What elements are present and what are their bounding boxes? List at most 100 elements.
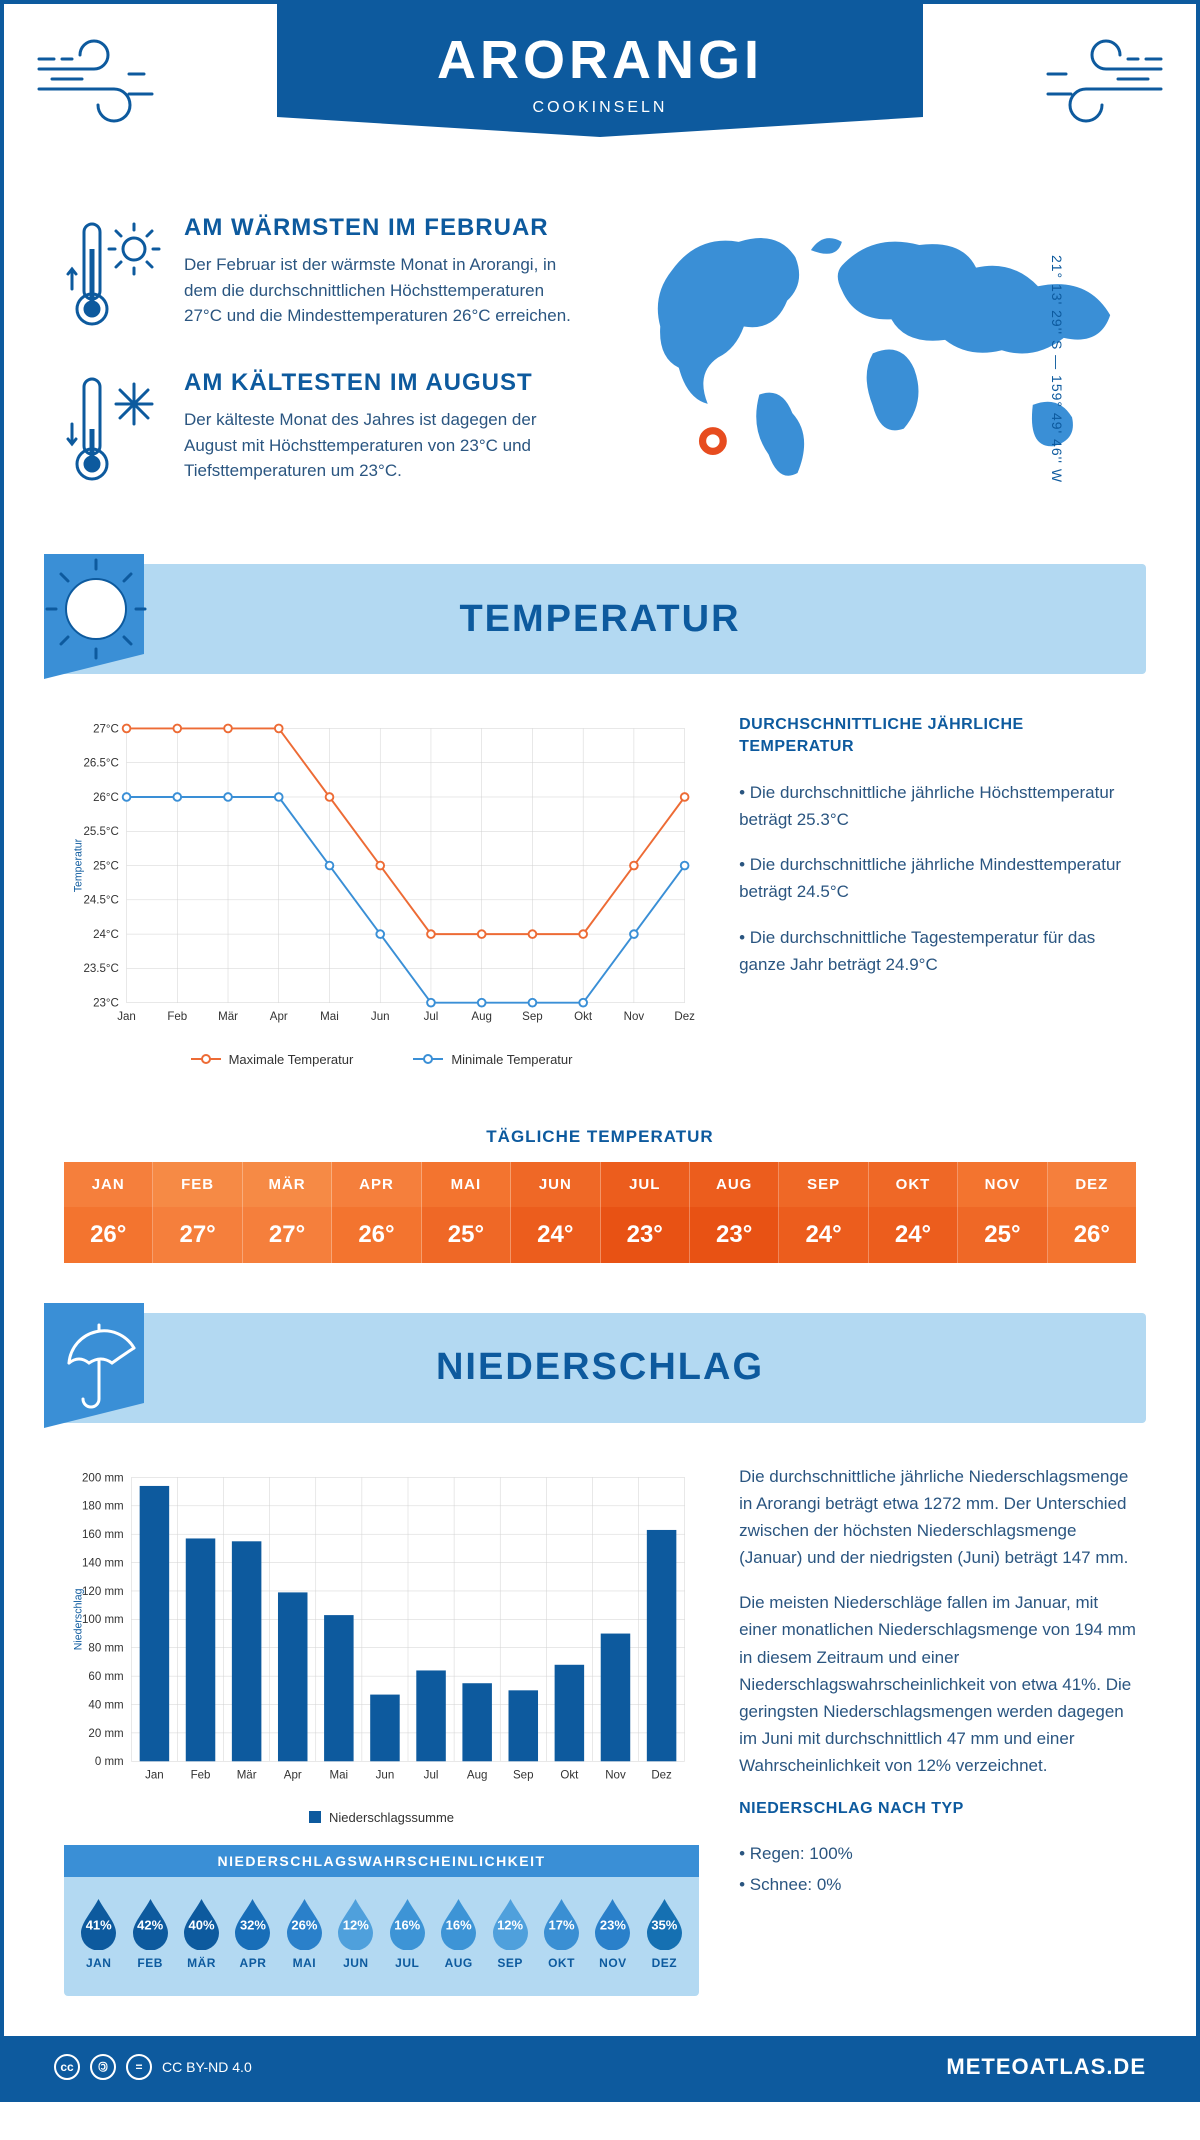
svg-text:26°C: 26°C	[93, 792, 119, 804]
raindrop-icon: 35%	[642, 1895, 687, 1950]
temp-month-cell: SEP	[779, 1162, 868, 1207]
svg-text:120 mm: 120 mm	[82, 1585, 124, 1597]
prob-item: 17% OKT	[537, 1895, 586, 1970]
svg-text:Mär: Mär	[218, 1011, 238, 1023]
temp-stats-title: DURCHSCHNITTLICHE JÄHRLICHE TEMPERATUR	[739, 714, 1136, 759]
prob-item: 16% AUG	[434, 1895, 483, 1970]
svg-text:0 mm: 0 mm	[95, 1756, 124, 1768]
temp-value-cell: 24°	[779, 1207, 868, 1263]
sun-icon	[44, 554, 154, 684]
footer: cc 🄯 = CC BY-ND 4.0 METEOATLAS.DE	[4, 2036, 1196, 2098]
prob-item: 26% MAI	[280, 1895, 329, 1970]
header: ARORANGI COOKINSELN	[4, 4, 1196, 184]
svg-text:Apr: Apr	[284, 1769, 302, 1781]
svg-text:Jul: Jul	[424, 1011, 439, 1023]
raindrop-icon: 40%	[179, 1895, 224, 1950]
temp-month-cell: MAI	[422, 1162, 511, 1207]
daily-temp-table: JANFEBMÄRAPRMAIJUNJULAUGSEPOKTNOVDEZ 26°…	[64, 1162, 1136, 1263]
daily-temp-title: TÄGLICHE TEMPERATUR	[4, 1127, 1196, 1147]
svg-text:60 mm: 60 mm	[88, 1671, 123, 1683]
precip-type-1: • Schnee: 0%	[739, 1871, 1136, 1898]
svg-text:100 mm: 100 mm	[82, 1614, 124, 1626]
svg-text:Mai: Mai	[320, 1011, 339, 1023]
svg-text:200 mm: 200 mm	[82, 1472, 124, 1484]
coldest-block: AM KÄLTESTEN IM AUGUST Der kälteste Mona…	[64, 369, 580, 494]
precip-stats: Die durchschnittliche jährliche Niedersc…	[739, 1463, 1136, 1996]
svg-text:Mär: Mär	[237, 1769, 257, 1781]
precipitation-bar-chart: 0 mm20 mm40 mm60 mm80 mm100 mm120 mm140 …	[64, 1463, 699, 1790]
temp-month-cell: OKT	[869, 1162, 958, 1207]
svg-text:Feb: Feb	[167, 1011, 187, 1023]
temp-header-row: JANFEBMÄRAPRMAIJUNJULAUGSEPOKTNOVDEZ	[64, 1162, 1136, 1207]
temp-value-cell: 23°	[690, 1207, 779, 1263]
temp-value-row: 26°27°27°26°25°24°23°23°24°24°25°26°	[64, 1207, 1136, 1263]
raindrop-icon: 23%	[590, 1895, 635, 1950]
temp-stat-0: • Die durchschnittliche jährliche Höchst…	[739, 779, 1136, 833]
svg-text:Feb: Feb	[191, 1769, 211, 1781]
prob-item: 42% FEB	[125, 1895, 174, 1970]
footer-license: cc 🄯 = CC BY-ND 4.0	[54, 2054, 252, 2080]
prob-row: 41% JAN 42% FEB 40% MÄR 32% APR	[64, 1877, 699, 1978]
by-icon: 🄯	[90, 2054, 116, 2080]
svg-text:140 mm: 140 mm	[82, 1557, 124, 1569]
temp-value-cell: 25°	[958, 1207, 1047, 1263]
temp-value-cell: 27°	[153, 1207, 242, 1263]
svg-text:Aug: Aug	[471, 1011, 492, 1023]
svg-text:Jul: Jul	[424, 1769, 439, 1781]
thermometer-hot-icon	[64, 214, 164, 339]
prob-title: NIEDERSCHLAGSWAHRSCHEINLICHKEIT	[64, 1845, 699, 1877]
svg-text:Okt: Okt	[560, 1769, 579, 1781]
temp-value-cell: 25°	[422, 1207, 511, 1263]
svg-text:Mai: Mai	[330, 1769, 349, 1781]
temp-month-cell: APR	[332, 1162, 421, 1207]
temp-month-cell: JUN	[511, 1162, 600, 1207]
svg-text:Jan: Jan	[145, 1769, 164, 1781]
svg-text:Dez: Dez	[651, 1769, 672, 1781]
prob-item: 12% SEP	[485, 1895, 534, 1970]
info-section: AM WÄRMSTEN IM FEBRUAR Der Februar ist d…	[4, 184, 1196, 564]
svg-text:Okt: Okt	[574, 1011, 593, 1023]
svg-text:Jan: Jan	[117, 1011, 136, 1023]
temp-chart-area: 23°C23.5°C24°C24.5°C25°C25.5°C26°C26.5°C…	[4, 674, 1196, 1107]
page: ARORANGI COOKINSELN	[0, 0, 1200, 2102]
raindrop-icon: 12%	[333, 1895, 378, 1950]
temp-section-header: TEMPERATUR	[54, 564, 1146, 674]
svg-text:24°C: 24°C	[93, 929, 119, 941]
svg-text:27°C: 27°C	[93, 723, 119, 735]
temp-stats: DURCHSCHNITTLICHE JÄHRLICHE TEMPERATUR •…	[739, 714, 1136, 1067]
temp-month-cell: MÄR	[243, 1162, 332, 1207]
temp-month-cell: AUG	[690, 1162, 779, 1207]
legend-precip: Niederschlagssumme	[309, 1810, 454, 1825]
precip-text-2: Die meisten Niederschläge fallen im Janu…	[739, 1589, 1136, 1779]
prob-item: 16% JUL	[383, 1895, 432, 1970]
temp-title: TEMPERATUR	[459, 598, 740, 641]
warmest-desc: Der Februar ist der wärmste Monat in Aro…	[184, 252, 580, 329]
coordinates: 21° 13' 29'' S — 159° 49' 46'' W	[1049, 255, 1065, 483]
svg-text:25.5°C: 25.5°C	[83, 826, 118, 838]
precip-chart-container: 0 mm20 mm40 mm60 mm80 mm100 mm120 mm140 …	[64, 1463, 699, 1996]
location-title: ARORANGI	[437, 29, 763, 91]
temp-value-cell: 24°	[869, 1207, 958, 1263]
temp-stat-1: • Die durchschnittliche jährliche Mindes…	[739, 851, 1136, 905]
svg-text:24.5°C: 24.5°C	[83, 895, 118, 907]
svg-text:Jun: Jun	[376, 1769, 395, 1781]
thermometer-cold-icon	[64, 369, 164, 494]
temp-month-cell: NOV	[958, 1162, 1047, 1207]
temp-month-cell: JAN	[64, 1162, 153, 1207]
coldest-title: AM KÄLTESTEN IM AUGUST	[184, 369, 580, 397]
info-left: AM WÄRMSTEN IM FEBRUAR Der Februar ist d…	[64, 214, 580, 524]
svg-text:180 mm: 180 mm	[82, 1500, 124, 1512]
coldest-desc: Der kälteste Monat des Jahres ist dagege…	[184, 407, 580, 484]
nd-icon: =	[126, 2054, 152, 2080]
svg-text:80 mm: 80 mm	[88, 1642, 123, 1654]
temperature-line-chart: 23°C23.5°C24°C24.5°C25°C25.5°C26°C26.5°C…	[64, 714, 699, 1032]
temp-value-cell: 27°	[243, 1207, 332, 1263]
prob-item: 32% APR	[228, 1895, 277, 1970]
raindrop-icon: 32%	[230, 1895, 275, 1950]
coldest-text: AM KÄLTESTEN IM AUGUST Der kälteste Mona…	[184, 369, 580, 494]
temp-chart-container: 23°C23.5°C24°C24.5°C25°C25.5°C26°C26.5°C…	[64, 714, 699, 1067]
precip-type-title: NIEDERSCHLAG NACH TYP	[739, 1798, 1136, 1820]
footer-site: METEOATLAS.DE	[946, 2054, 1146, 2080]
precip-section-header: NIEDERSCHLAG	[54, 1313, 1146, 1423]
svg-text:23°C: 23°C	[93, 998, 119, 1010]
